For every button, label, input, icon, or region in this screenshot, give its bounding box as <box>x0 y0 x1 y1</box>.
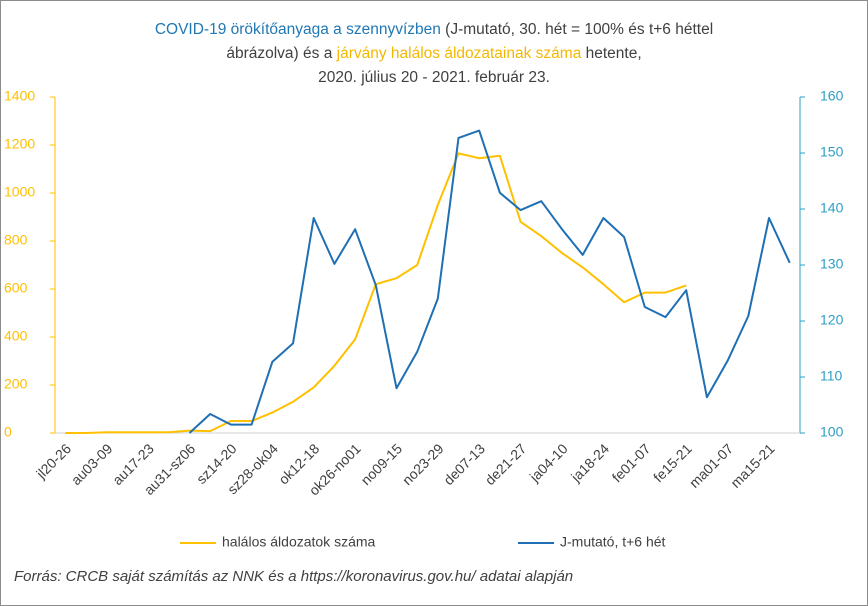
y-tick-label: 1400 <box>4 88 35 104</box>
y-tick-label: 1000 <box>4 184 35 200</box>
chart-title: COVID-19 örökítőanyaga a szennyvízben (J… <box>155 21 713 38</box>
y2-tick-label: 100 <box>820 424 844 440</box>
title-part: járvány halálos áldozatainak száma <box>336 45 582 62</box>
y2-tick-label: 150 <box>820 144 844 160</box>
y-tick-label: 0 <box>4 424 12 440</box>
y-tick-label: 800 <box>4 232 28 248</box>
source: Forrás: CRCB saját számítás az NNK és a … <box>14 568 573 585</box>
y2-tick-label: 110 <box>820 368 843 384</box>
title-part: 2020. július 20 - 2021. február 23. <box>318 69 550 86</box>
title-part: ábrázolva) és a <box>226 45 336 62</box>
title-part: (J-mutató, 30. hét = 100% és t+6 héttel <box>441 21 713 38</box>
chart-title: ábrázolva) és a járvány halálos áldozata… <box>226 45 641 62</box>
legend-label: J-mutató, t+6 hét <box>560 534 666 550</box>
y2-tick-label: 140 <box>820 200 844 216</box>
y2-tick-label: 130 <box>820 256 844 272</box>
y-tick-label: 400 <box>4 328 28 344</box>
title-part: COVID-19 örökítőanyaga a szennyvízben <box>155 21 441 38</box>
y-tick-label: 1200 <box>4 136 35 152</box>
y-tick-label: 600 <box>4 280 28 296</box>
y2-tick-label: 120 <box>820 312 844 328</box>
series-line <box>188 129 791 434</box>
legend-label: halálos áldozatok száma <box>222 534 376 550</box>
y2-tick-label: 160 <box>820 88 844 104</box>
y-tick-label: 200 <box>4 376 28 392</box>
title-part: hetente, <box>581 45 641 62</box>
chart-title: 2020. július 20 - 2021. február 23. <box>318 69 550 86</box>
